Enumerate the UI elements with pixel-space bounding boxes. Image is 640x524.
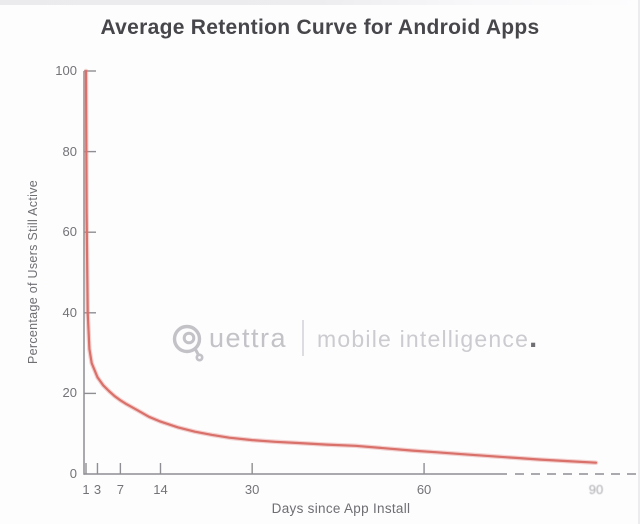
x-axis-title: Days since App Install	[271, 501, 411, 516]
x-tick-label: 7	[116, 482, 124, 497]
y-tick-label: 60	[62, 224, 77, 240]
y-tick-label: 40	[62, 304, 77, 320]
x-tick-label: 30	[244, 482, 260, 497]
x-tick-label: 90	[588, 482, 604, 497]
video-edge-artifact-right	[638, 0, 640, 524]
y-tick-label: 20	[62, 385, 77, 401]
y-tick-label: 0	[69, 466, 77, 481]
retention-curve-line	[84, 69, 598, 464]
watermark-divider	[302, 320, 305, 356]
x-tick-label: 3	[93, 482, 102, 497]
x-tick-label: 14	[153, 482, 168, 497]
y-tick-label: 80	[62, 143, 77, 159]
watermark-tagline-dot: .	[529, 321, 539, 354]
y-tick-label: 100	[55, 63, 77, 78]
watermark-tagline: mobile intelligence.	[317, 321, 539, 354]
quettra-q-logo-icon	[172, 324, 204, 362]
tick-marks	[84, 70, 425, 474]
y-axis-title: Percentage of Users Still Active	[26, 180, 40, 364]
chart-title: Average Retention Curve for Android Apps	[100, 16, 540, 39]
x-tick-label: 1	[82, 482, 90, 497]
video-edge-artifact-top	[0, 0, 640, 5]
watermark-brand-text: uettra	[209, 322, 288, 353]
x-tick-label: 60	[416, 482, 432, 497]
watermark-tagline-text: mobile intelligence	[317, 325, 530, 352]
quettra-watermark: uettra mobile intelligence.	[172, 313, 538, 363]
